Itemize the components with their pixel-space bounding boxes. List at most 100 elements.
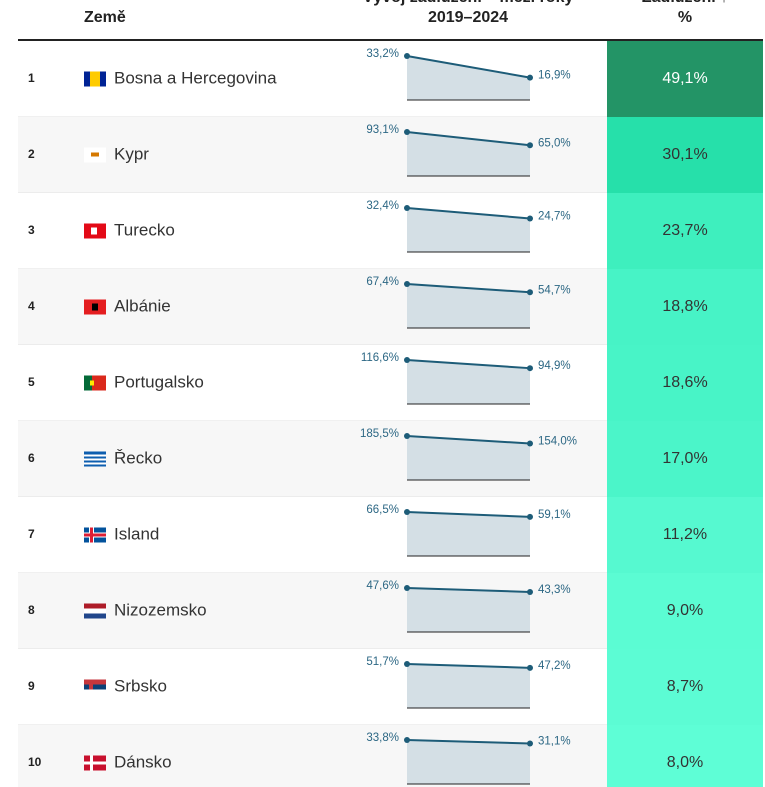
- flag: [90, 380, 94, 386]
- start-label: 51,7%: [366, 656, 399, 668]
- flag: [91, 227, 97, 235]
- flag: [84, 684, 106, 690]
- spark-area: [407, 588, 530, 632]
- change-value: 23,7%: [662, 222, 707, 239]
- spark-area: [407, 740, 530, 784]
- rank: 7: [28, 527, 35, 541]
- spark-dot: [404, 205, 410, 211]
- rank: 1: [28, 71, 35, 85]
- spark-line: [406, 435, 531, 445]
- rank: 2: [28, 147, 35, 161]
- country: Albánie: [114, 296, 171, 315]
- spark-dot: [527, 588, 533, 595]
- end-label: 59,1%: [538, 509, 571, 521]
- spark-dot: [527, 365, 533, 372]
- spark-dot: [527, 142, 533, 149]
- rank: 3: [28, 223, 35, 237]
- change-cell: [607, 421, 763, 497]
- change-cell: [607, 193, 763, 269]
- start-label: 32,4%: [366, 200, 399, 212]
- spark-dot: [404, 53, 410, 59]
- change-value: 18,8%: [662, 298, 707, 315]
- spark-dot: [404, 585, 410, 591]
- country: Portugalsko: [114, 372, 204, 391]
- rank: 5: [28, 375, 35, 389]
- change-value: 18,6%: [662, 374, 707, 391]
- spark-dot: [527, 740, 533, 747]
- spark-line: [406, 55, 531, 79]
- change-value: 8,0%: [667, 754, 703, 771]
- spark-area: [407, 512, 530, 556]
- end-label: 24,7%: [538, 210, 571, 222]
- flag: [84, 458, 106, 461]
- flag: [84, 761, 106, 765]
- start-label: 67,4%: [366, 276, 399, 288]
- country: Dánsko: [114, 752, 172, 771]
- flag: [84, 462, 106, 465]
- flag: [90, 71, 100, 87]
- spark-dot: [404, 433, 410, 439]
- end-label: 43,3%: [538, 584, 571, 596]
- spark-dot: [527, 440, 533, 447]
- spark-dot: [527, 513, 533, 520]
- spark-dot: [404, 357, 410, 363]
- spark-dot: [527, 215, 533, 222]
- spark-line: [406, 663, 531, 669]
- flag: [89, 682, 93, 690]
- change-cell: [607, 649, 763, 725]
- rank: 4: [28, 299, 35, 313]
- change-cell: [607, 497, 763, 573]
- spark-area: [407, 132, 530, 176]
- change-cell: [607, 269, 763, 345]
- end-label: 94,9%: [538, 360, 571, 372]
- end-label: 54,7%: [538, 284, 571, 296]
- country: Turecko: [114, 220, 175, 239]
- start-label: 116,6%: [361, 352, 399, 364]
- start-label: 93,1%: [366, 124, 399, 136]
- change-cell: [607, 573, 763, 649]
- flag: [84, 603, 106, 609]
- flag: [84, 375, 92, 391]
- country: Srbsko: [114, 676, 167, 695]
- change-value: 30,1%: [662, 146, 707, 163]
- rank: 9: [28, 679, 35, 693]
- flag: [84, 613, 106, 619]
- spark-line: [406, 511, 531, 518]
- spark-dot: [404, 661, 410, 667]
- start-label: 33,2%: [366, 48, 399, 60]
- header-country: Země: [84, 9, 126, 26]
- spark-line: [406, 359, 531, 370]
- change-value: 17,0%: [662, 450, 707, 467]
- spark-dot: [404, 737, 410, 743]
- spark-area: [407, 208, 530, 252]
- change-value: 11,2%: [663, 526, 707, 543]
- flag: [91, 152, 99, 157]
- change-cell: [607, 117, 763, 193]
- flag: [84, 679, 106, 685]
- start-label: 47,6%: [366, 580, 399, 592]
- spark-dot: [527, 664, 533, 671]
- country: Nizozemsko: [114, 600, 207, 619]
- spark-area: [407, 56, 530, 100]
- change-value: 9,0%: [667, 602, 703, 619]
- rank: 6: [28, 451, 35, 465]
- end-label: 16,9%: [538, 70, 571, 82]
- spark-dot: [527, 289, 533, 296]
- start-label: 185,5%: [360, 428, 399, 440]
- start-label: 66,5%: [366, 504, 399, 516]
- spark-line: [406, 207, 531, 220]
- country: Island: [114, 524, 159, 543]
- spark-line: [406, 131, 531, 147]
- end-label: 47,2%: [538, 660, 571, 672]
- spark-area: [407, 664, 530, 708]
- country: Řecko: [114, 448, 162, 467]
- header-change: Zadlužení ↑%: [642, 0, 728, 26]
- change-cell: [607, 725, 763, 787]
- spark-dot: [404, 281, 410, 287]
- start-label: 33,8%: [366, 732, 399, 744]
- change-value: 8,7%: [667, 678, 703, 695]
- spark-dot: [404, 129, 410, 135]
- change-cell: [607, 41, 763, 117]
- end-label: 65,0%: [538, 137, 571, 149]
